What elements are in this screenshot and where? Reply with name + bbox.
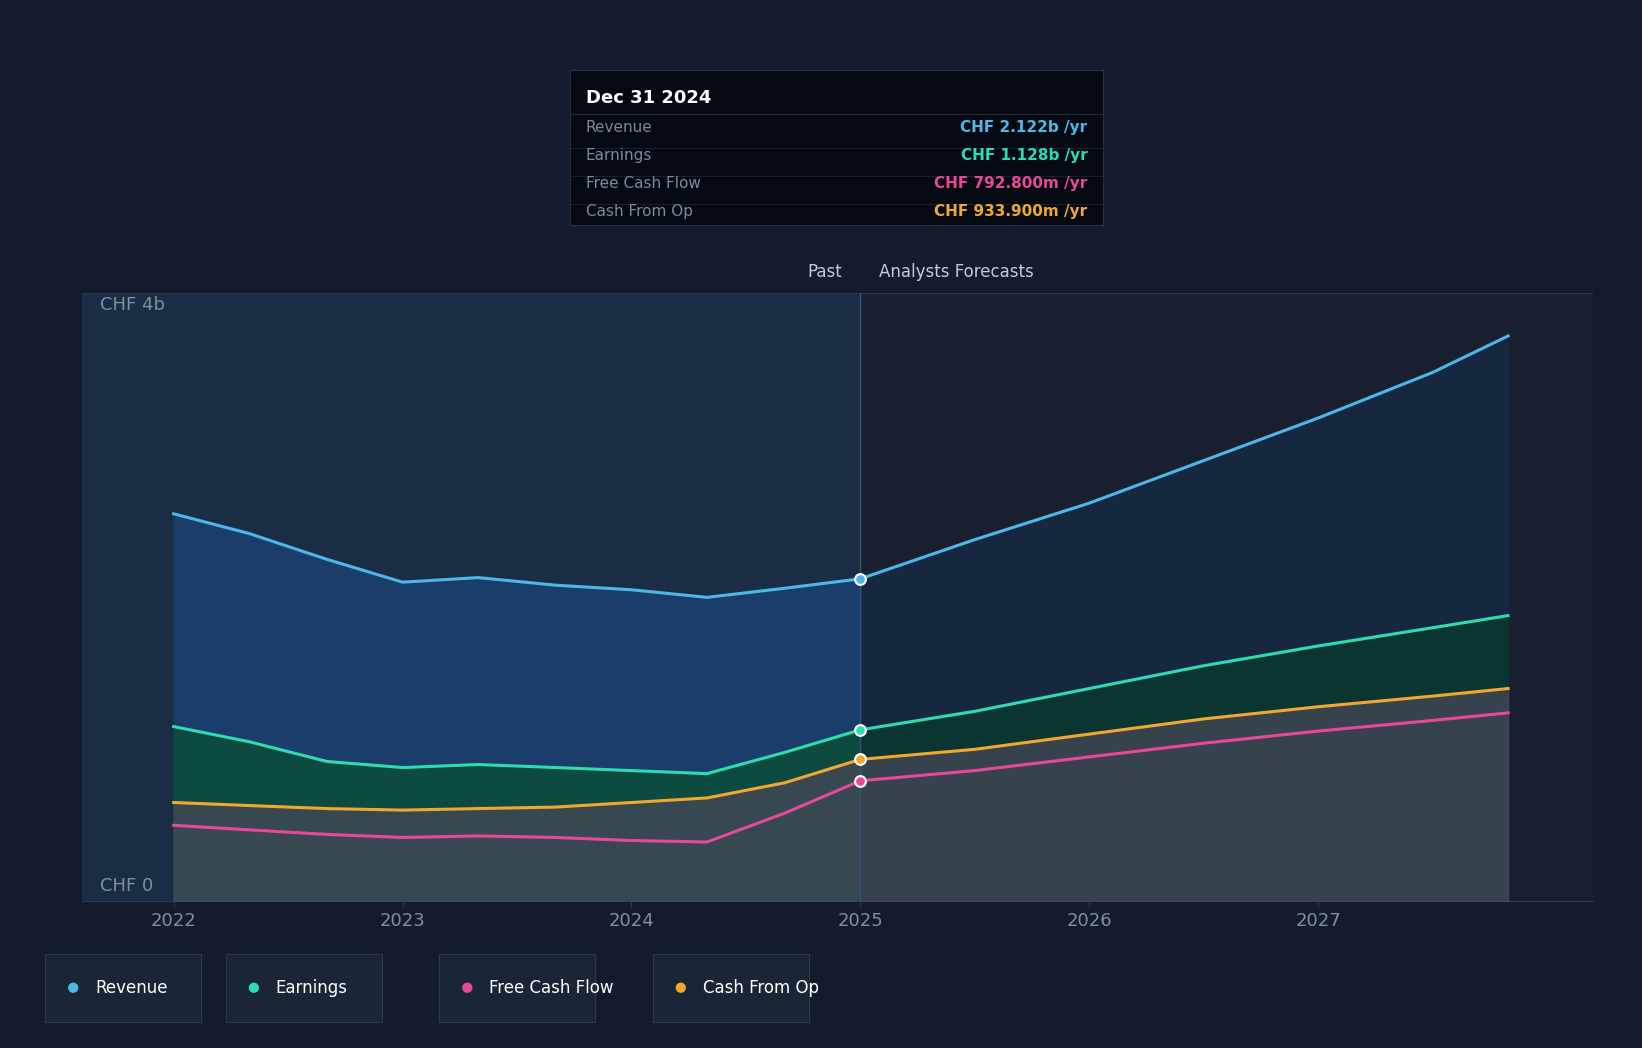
Text: Revenue: Revenue [95, 979, 167, 997]
Text: CHF 933.900m /yr: CHF 933.900m /yr [934, 203, 1087, 219]
Text: Analysts Forecasts: Analysts Forecasts [878, 263, 1033, 281]
Text: Free Cash Flow: Free Cash Flow [586, 176, 701, 191]
Text: CHF 792.800m /yr: CHF 792.800m /yr [934, 176, 1087, 191]
Text: CHF 4b: CHF 4b [100, 297, 166, 314]
Text: Past: Past [808, 263, 842, 281]
Text: Earnings: Earnings [276, 979, 348, 997]
Point [847, 751, 874, 768]
Text: Dec 31 2024: Dec 31 2024 [586, 89, 711, 107]
Point [847, 570, 874, 587]
Bar [82, 293, 860, 901]
Point [61, 979, 87, 996]
Text: Revenue: Revenue [586, 119, 652, 135]
Text: Cash From Op: Cash From Op [703, 979, 819, 997]
Text: CHF 0: CHF 0 [100, 877, 154, 895]
Text: Earnings: Earnings [586, 148, 652, 162]
Point [847, 721, 874, 738]
Text: CHF 1.128b /yr: CHF 1.128b /yr [961, 148, 1087, 162]
Text: Free Cash Flow: Free Cash Flow [489, 979, 614, 997]
Text: Cash From Op: Cash From Op [586, 203, 693, 219]
Point [455, 979, 481, 996]
Point [241, 979, 268, 996]
Point [668, 979, 695, 996]
Bar [860, 293, 1593, 901]
Text: CHF 2.122b /yr: CHF 2.122b /yr [961, 119, 1087, 135]
Point [847, 772, 874, 789]
